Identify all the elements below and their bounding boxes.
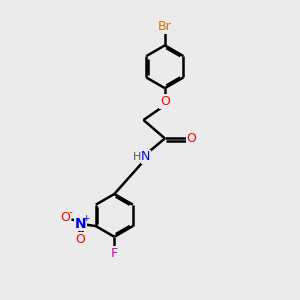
Text: O: O — [160, 95, 170, 108]
Text: O: O — [75, 233, 85, 246]
Text: -: - — [69, 207, 73, 217]
Text: +: + — [82, 214, 89, 223]
Text: F: F — [111, 247, 118, 260]
Text: N: N — [74, 217, 86, 231]
Text: H: H — [133, 152, 141, 162]
Text: O: O — [187, 132, 196, 145]
Text: Br: Br — [158, 20, 172, 33]
Text: O: O — [61, 211, 70, 224]
Text: N: N — [141, 150, 151, 163]
